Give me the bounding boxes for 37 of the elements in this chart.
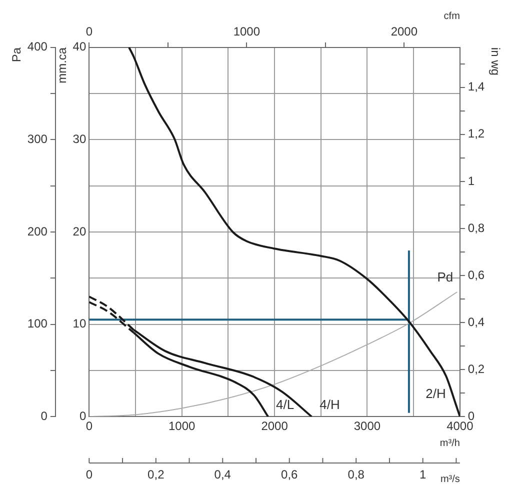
y-tick-label: 20 (72, 224, 86, 238)
y3-axis-title: in wg (488, 47, 502, 76)
y2-tick-label: 100 (27, 316, 48, 331)
x2-tick-label: 1000 (233, 24, 260, 39)
text: 0,4 (214, 467, 232, 482)
y3-tick-label: 1 (468, 174, 475, 188)
y2-tick-label: 300 (27, 132, 48, 146)
x-tick-label: 2000 (261, 419, 288, 434)
y3-tick-label: 0,6 (468, 268, 485, 282)
y-tick-label: 10 (72, 316, 86, 331)
y3-tick-label: 0,8 (468, 220, 485, 235)
y2-tick-label: 200 (27, 224, 48, 238)
text: 0,2 (148, 467, 165, 482)
x2-axis-title: cfm (444, 10, 460, 22)
x-tick-label: 1000 (168, 419, 196, 434)
y2-axis-title: Pa (10, 47, 24, 62)
text: 0,8 (348, 467, 365, 482)
y-tick-label: 40 (72, 40, 86, 54)
x-tick-label: 3000 (354, 419, 381, 434)
series-label: 2/H (426, 386, 446, 402)
x2-tick-label: 2000 (390, 24, 418, 39)
y-tick-label: 0 (79, 408, 86, 423)
text: 1 (420, 467, 426, 482)
text: m³/s (440, 474, 460, 485)
y3-tick-label: 1,2 (468, 126, 485, 141)
y3-tick-label: 0,4 (468, 314, 485, 329)
y3-tick-label: 1,4 (468, 80, 485, 94)
series-label: Pd (437, 270, 454, 285)
y3-tick-label: 0,2 (468, 362, 485, 376)
series-label: 4/L (276, 397, 294, 412)
y2-tick-label: 400 (27, 40, 48, 54)
y2-tick-label: 0 (40, 408, 48, 423)
x-axis-title: m³/h (440, 438, 460, 449)
series-label: 4/H (320, 397, 340, 412)
y-tick-label: 30 (72, 132, 86, 146)
text: 0,6 (281, 467, 298, 482)
y-axis-title: mm.ca (54, 47, 69, 84)
